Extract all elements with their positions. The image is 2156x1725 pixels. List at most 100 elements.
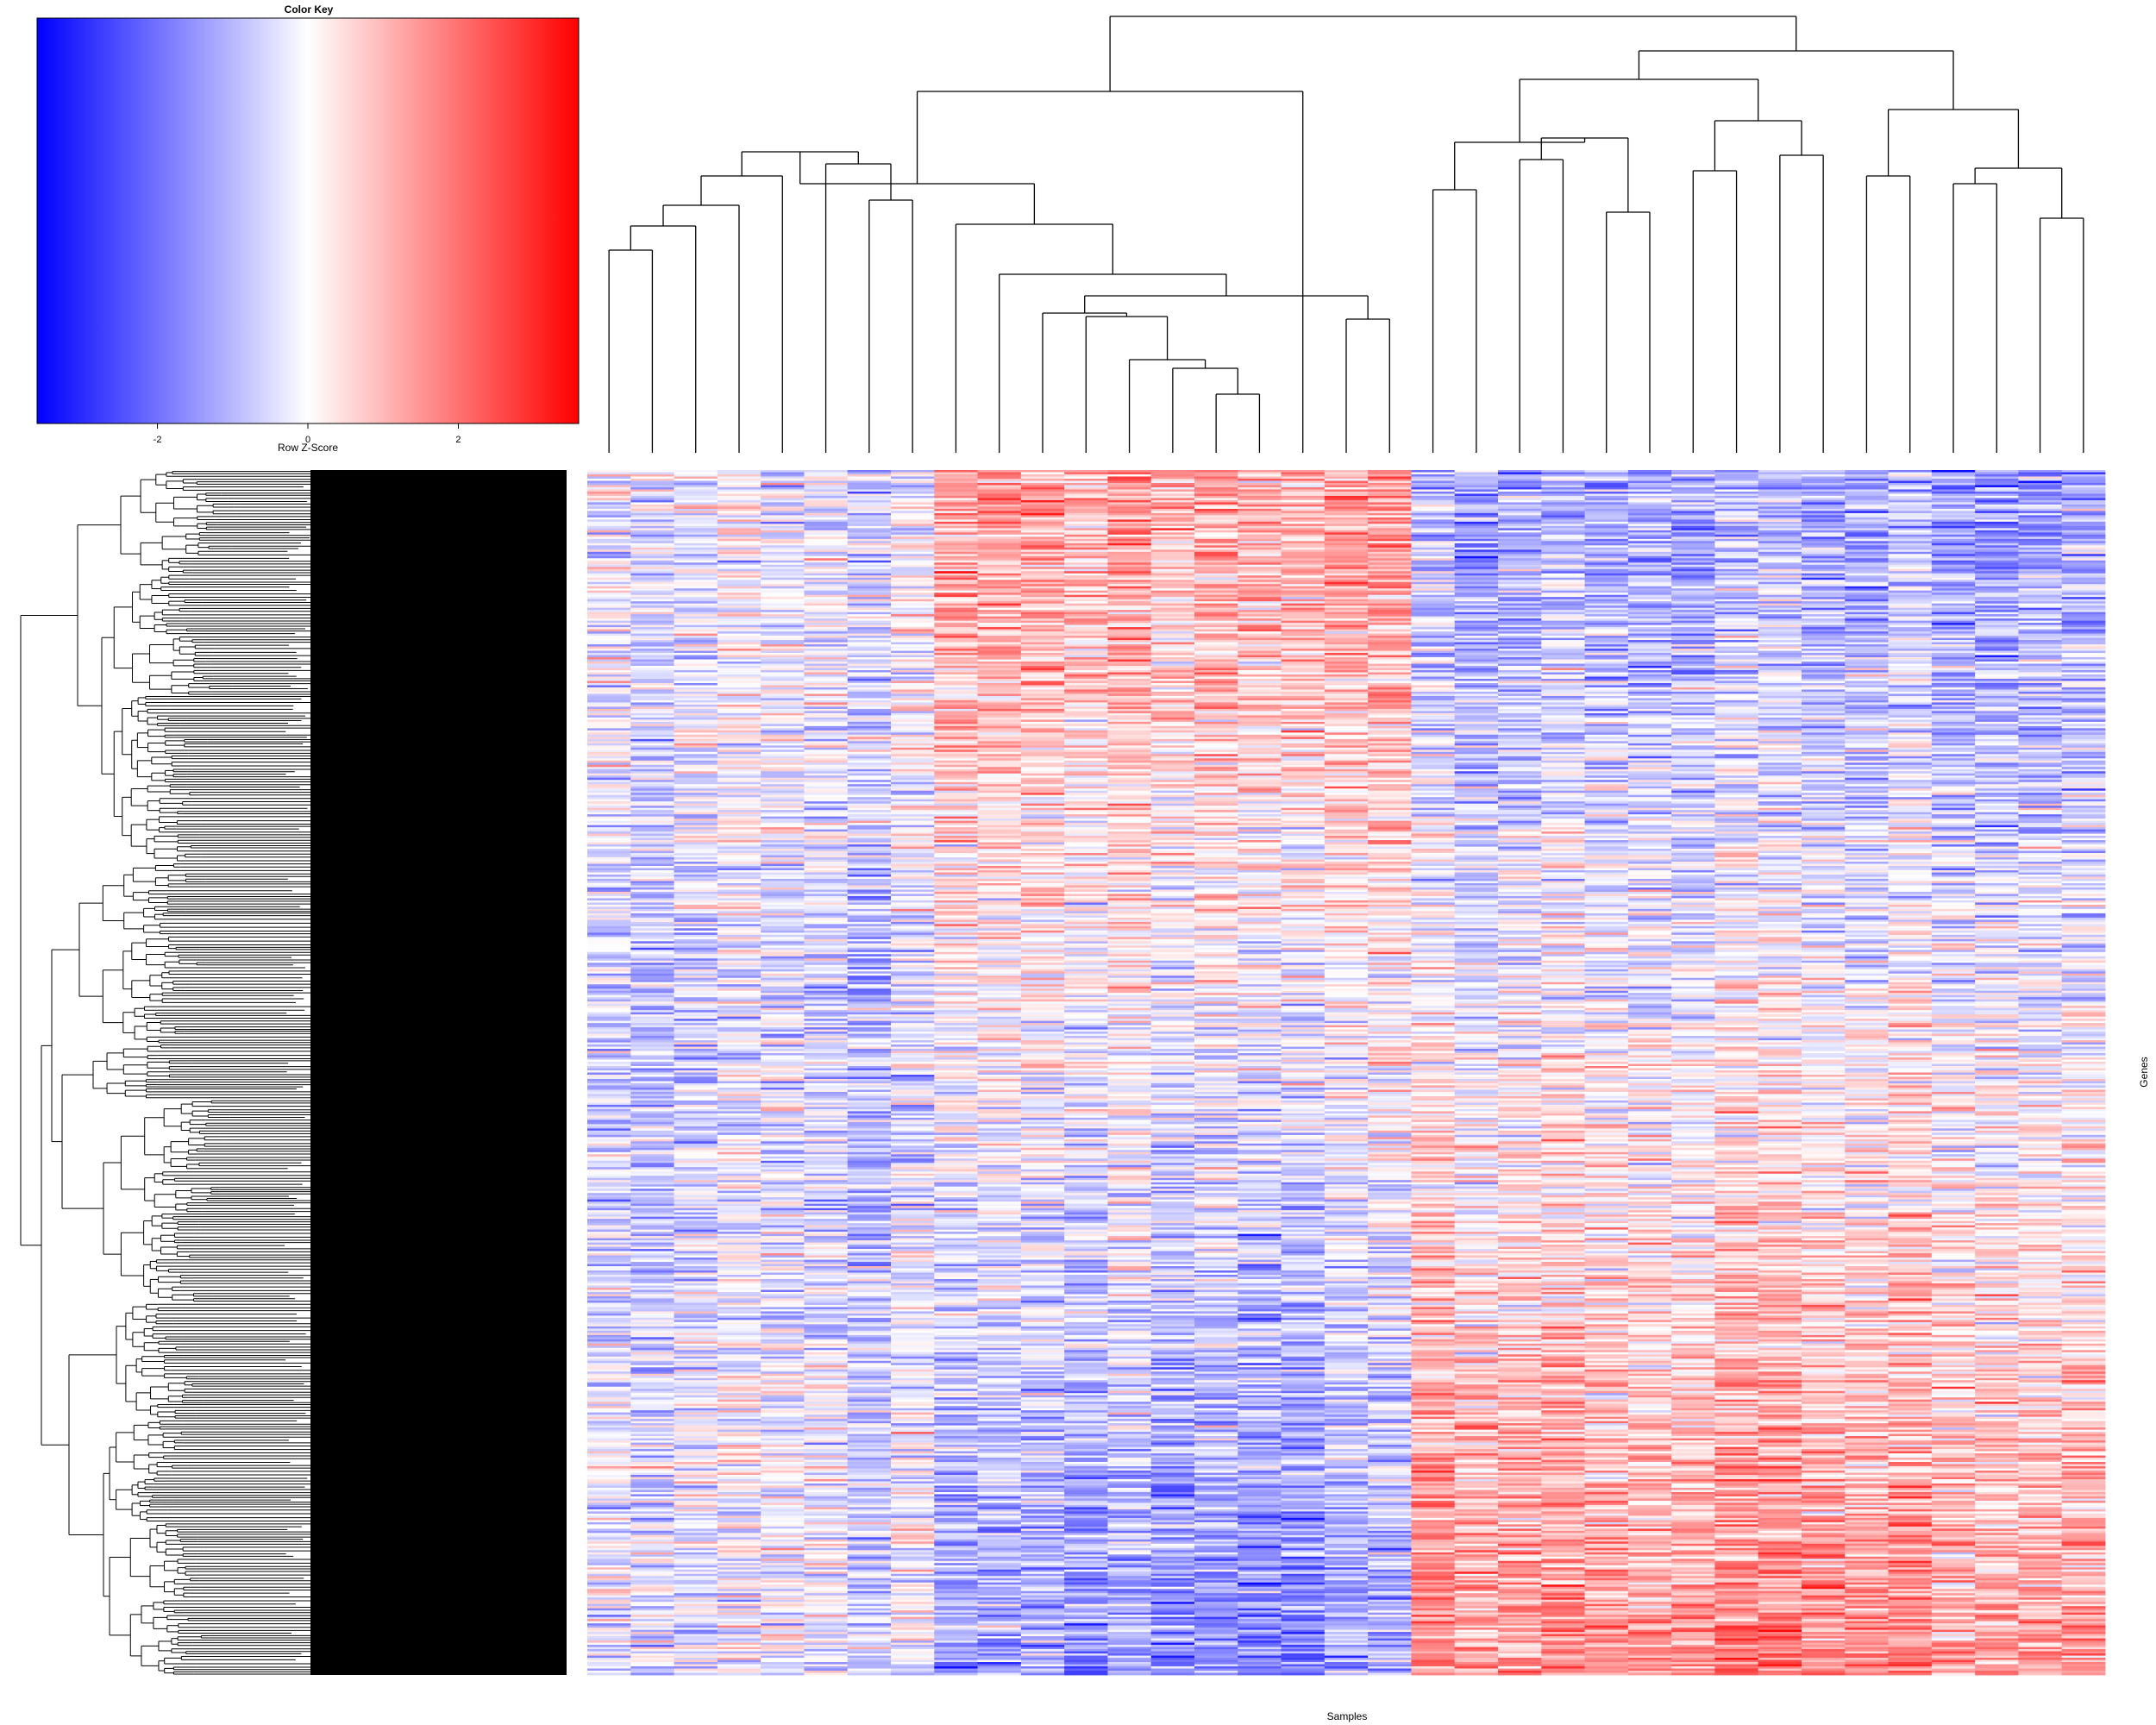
heatmap-cell	[674, 588, 718, 592]
heatmap-cell	[1150, 637, 1195, 641]
heatmap-cell	[1498, 530, 1542, 533]
heatmap-cell	[1541, 655, 1585, 658]
heatmap-cell	[891, 478, 935, 481]
heatmap-cell	[804, 620, 849, 624]
heatmap-cell	[1150, 512, 1195, 516]
heatmap-cell	[1281, 618, 1326, 622]
heatmap-cell	[1411, 532, 1456, 536]
heatmap-cell	[1238, 653, 1282, 656]
heatmap-cell	[1498, 511, 1542, 514]
heatmap-cell	[630, 623, 674, 626]
heatmap-cell	[630, 603, 674, 606]
heatmap-cell	[977, 532, 1022, 536]
heatmap-cell	[1454, 662, 1499, 664]
heatmap-cell	[1107, 588, 1152, 592]
heatmap-cell	[1975, 650, 2019, 654]
heatmap-cell	[1064, 631, 1108, 634]
heatmap-cell	[1671, 607, 1715, 611]
heatmap-cell	[1714, 499, 1759, 503]
heatmap-cell	[1020, 502, 1065, 505]
heatmap-cell	[2061, 627, 2106, 630]
heatmap-cell	[847, 590, 892, 593]
heatmap-cell	[934, 489, 978, 492]
heatmap-cell	[1064, 532, 1108, 536]
heatmap-cell	[587, 663, 631, 667]
heatmap-cell	[1064, 612, 1108, 615]
heatmap-cell	[977, 482, 1022, 486]
heatmap-cell	[761, 530, 805, 533]
heatmap-cell	[1584, 532, 1629, 536]
heatmap-cell	[1888, 605, 1933, 609]
heatmap-cell	[1324, 633, 1369, 637]
heatmap-cell	[1064, 502, 1108, 505]
heatmap-cell	[1498, 601, 1542, 605]
heatmap-cell	[891, 472, 935, 475]
heatmap-cell	[1324, 519, 1369, 523]
heatmap-cell	[761, 551, 805, 555]
heatmap-cell	[1107, 650, 1152, 654]
heatmap-cell	[2061, 538, 2106, 542]
heatmap-cell	[761, 545, 805, 549]
heatmap-cell	[1020, 485, 1065, 488]
heatmap-cell	[847, 650, 892, 654]
heatmap-cell	[1194, 489, 1238, 492]
heatmap-cell	[1758, 499, 1802, 503]
heatmap-cell	[1584, 568, 1629, 572]
heatmap-cell	[1584, 603, 1629, 606]
heatmap-cell	[847, 536, 892, 540]
heatmap-cell	[1498, 627, 1542, 630]
heatmap-cell	[977, 573, 1022, 576]
heatmap-cell	[1627, 538, 1672, 542]
heatmap-cell	[1194, 543, 1238, 546]
heatmap-cell	[1627, 663, 1672, 667]
heatmap-cell	[1454, 564, 1499, 568]
heatmap-cell	[934, 601, 978, 605]
heatmap-cell	[761, 623, 805, 626]
heatmap-cell	[1714, 482, 1759, 486]
heatmap-cell	[1888, 610, 1933, 613]
heatmap-cell	[1150, 642, 1195, 645]
heatmap-cell	[1931, 593, 1976, 596]
heatmap-cell	[2018, 482, 2063, 486]
heatmap-cell	[1802, 636, 1846, 638]
heatmap-cell	[674, 474, 718, 477]
heatmap-cell	[674, 666, 718, 668]
heatmap-cell	[1454, 601, 1499, 605]
heatmap-cell	[977, 659, 1022, 662]
heatmap-cell	[1411, 543, 1456, 546]
heatmap-cell	[804, 525, 849, 529]
heatmap-cell	[1411, 646, 1456, 649]
heatmap-cell	[630, 536, 674, 540]
heatmap-cell	[1498, 554, 1542, 557]
heatmap-cell	[1975, 637, 2019, 641]
heatmap-cell	[1584, 644, 1629, 647]
heatmap-cell	[1281, 593, 1326, 596]
heatmap-cell	[934, 564, 978, 568]
heatmap-cell	[761, 558, 805, 561]
heatmap-cell	[1931, 554, 1976, 557]
heatmap-cell	[2061, 499, 2106, 503]
heatmap-cell	[761, 486, 805, 490]
heatmap-cell	[804, 489, 849, 492]
heatmap-cell	[1107, 610, 1152, 613]
heatmap-cell	[804, 655, 849, 658]
heatmap-cell	[761, 512, 805, 516]
heatmap-cell	[717, 493, 761, 497]
heatmap-cell	[1324, 493, 1369, 497]
heatmap-cell	[1931, 627, 1976, 630]
heatmap-cell	[1584, 512, 1629, 516]
heatmap-cell	[1975, 495, 2019, 499]
heatmap-cell	[1758, 642, 1802, 645]
heatmap-cell	[674, 547, 718, 550]
heatmap-cell	[1238, 530, 1282, 533]
heatmap-cell	[1931, 568, 1976, 572]
heatmap-cell	[2061, 605, 2106, 609]
heatmap-cell	[1324, 482, 1369, 486]
heatmap-cell	[1888, 554, 1933, 557]
heatmap-cell	[1541, 640, 1585, 643]
heatmap-cell	[1281, 597, 1326, 600]
heatmap-cell	[1454, 568, 1499, 572]
heatmap-cell	[1150, 562, 1195, 566]
heatmap-cell	[1888, 555, 1933, 559]
heatmap-cell	[847, 524, 892, 527]
